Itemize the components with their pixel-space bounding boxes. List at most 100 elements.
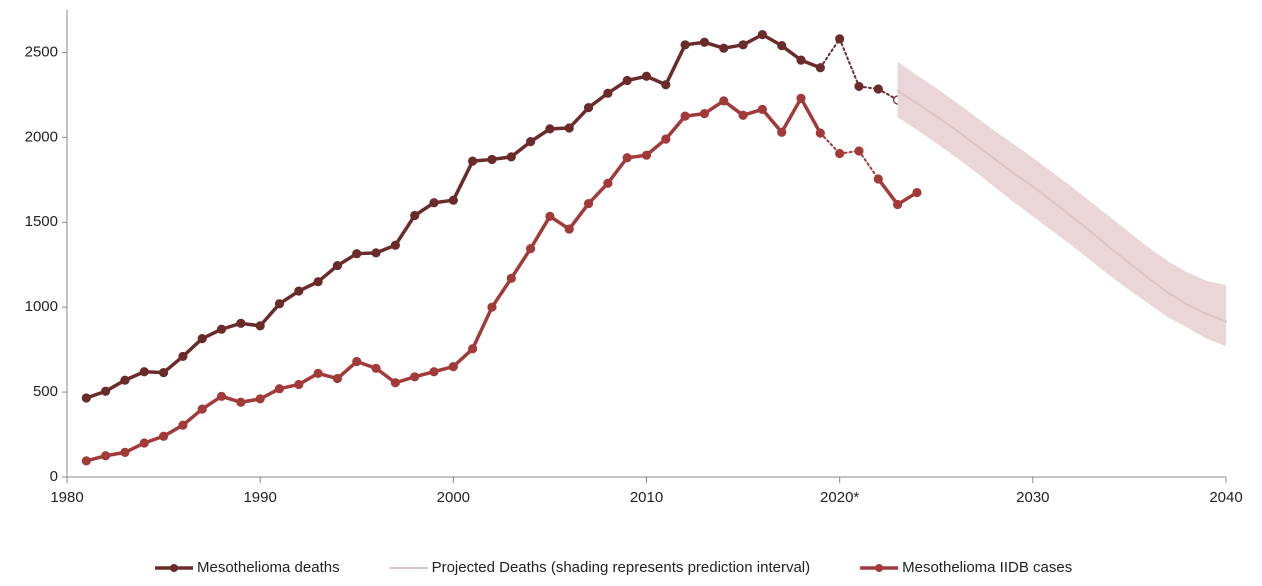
point: [390, 240, 400, 250]
point: [777, 41, 787, 51]
point: [139, 367, 149, 377]
point: [255, 394, 265, 404]
line-segment: [819, 37, 841, 69]
point: [854, 146, 864, 156]
point: [757, 30, 768, 40]
point: [81, 456, 91, 466]
point: [545, 211, 555, 221]
point: [101, 451, 111, 461]
y-tick-label: 1000: [25, 298, 58, 315]
line-segment: [1031, 185, 1054, 203]
line-segment: [393, 213, 417, 247]
point: [429, 367, 439, 377]
point: [854, 81, 864, 92]
line-segment: [993, 157, 1015, 175]
point: [777, 127, 787, 137]
point: [352, 249, 362, 259]
line-segment: [876, 177, 900, 207]
point: [583, 198, 594, 209]
point: [294, 286, 304, 296]
line-segment: [1012, 172, 1034, 188]
point: [564, 123, 574, 133]
point: [313, 277, 323, 287]
point: [738, 40, 748, 50]
line-segment: [799, 96, 823, 135]
point: [893, 199, 903, 210]
point: [699, 108, 710, 119]
line-segment: [1051, 200, 1073, 218]
point: [506, 152, 516, 162]
legend-marker: [875, 564, 884, 572]
x-tick-label: 2000: [437, 489, 470, 506]
point: [583, 103, 594, 113]
point: [835, 34, 845, 44]
point: [564, 224, 574, 234]
line-segment: [567, 201, 591, 231]
point: [719, 96, 729, 106]
line-segment: [915, 102, 938, 118]
point: [835, 148, 845, 159]
point: [178, 351, 188, 362]
line-segment: [606, 155, 629, 185]
point: [139, 438, 149, 448]
point: [120, 447, 130, 457]
point: [352, 356, 362, 367]
point: [873, 84, 883, 94]
legend-marker: [170, 564, 178, 572]
line-segment: [838, 37, 860, 88]
line-segment: [973, 143, 996, 160]
point: [603, 178, 613, 188]
line-segment: [877, 87, 899, 102]
y-tick-label: 0: [50, 468, 58, 485]
line-segment: [857, 149, 880, 180]
point: [178, 420, 188, 430]
point: [603, 88, 613, 98]
point: [622, 153, 632, 163]
point: [371, 248, 381, 258]
line-segment: [760, 107, 784, 135]
point: [371, 363, 381, 373]
point: [738, 110, 748, 120]
x-tick-label: 1980: [50, 489, 83, 506]
point: [158, 367, 169, 378]
prediction-band: [897, 61, 1226, 347]
point: [680, 40, 690, 50]
x-tick-label: 2030: [1016, 489, 1049, 506]
line-segment: [586, 181, 610, 206]
y-tick-label: 500: [33, 383, 58, 400]
x-tick-label: 1990: [243, 489, 276, 506]
line-segment: [896, 89, 918, 105]
point: [487, 302, 497, 312]
line-segment: [664, 43, 687, 87]
line-segment: [528, 214, 552, 251]
point: [197, 333, 207, 344]
point: [468, 344, 478, 354]
point: [757, 104, 768, 114]
point: [410, 372, 420, 382]
point: [661, 134, 671, 144]
point: [236, 397, 246, 407]
point: [390, 378, 400, 388]
point: [641, 71, 652, 81]
point: [719, 43, 729, 53]
point: [796, 55, 806, 65]
point: [216, 324, 227, 334]
legend-label: Mesothelioma deaths: [197, 559, 340, 576]
point: [815, 63, 825, 73]
line-segment: [935, 115, 957, 131]
line-segment: [1070, 215, 1092, 233]
point: [197, 404, 207, 414]
point: [873, 174, 883, 184]
line-segment: [509, 246, 533, 281]
point: [506, 273, 516, 283]
y-tick-label: 2500: [25, 43, 58, 60]
point: [294, 379, 304, 390]
point: [332, 260, 343, 271]
line-segment: [1147, 277, 1170, 294]
line-segment: [819, 132, 841, 155]
legend-label: Mesothelioma IIDB cases: [902, 559, 1072, 576]
line-segment: [1109, 246, 1131, 265]
line-segment: [1167, 291, 1189, 306]
line-segment: [1128, 262, 1150, 280]
